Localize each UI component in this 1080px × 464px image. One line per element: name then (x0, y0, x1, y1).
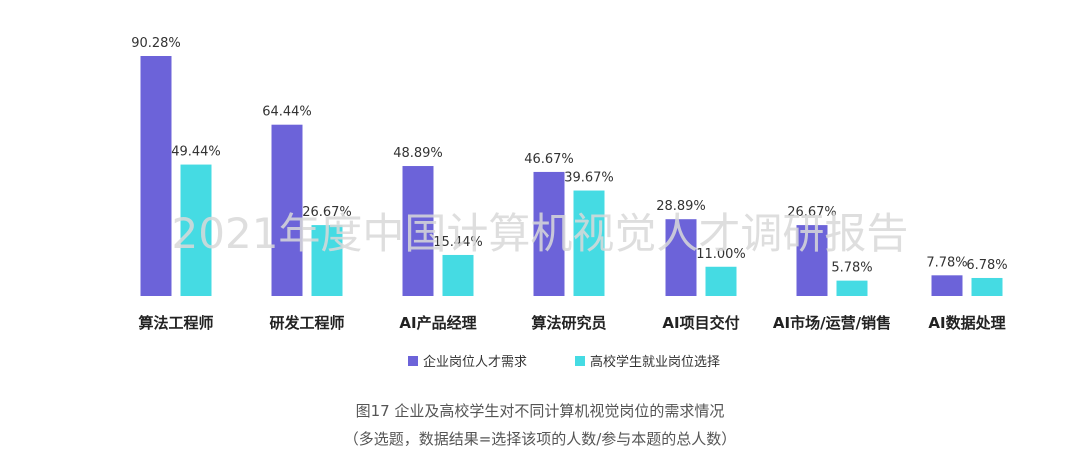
bar-enterprise (665, 219, 697, 296)
bar-students (836, 280, 868, 296)
data-label: 39.67% (564, 171, 614, 186)
category-label: 算法研究员 (531, 314, 606, 332)
data-label: 26.67% (787, 205, 837, 220)
category-label: AI项目交付 (662, 314, 739, 332)
bar-enterprise (271, 124, 303, 296)
bar-enterprise (140, 56, 172, 296)
chart-legend: 企业岗位人才需求 高校学生就业岗位选择 (408, 354, 720, 370)
chart-value-labels: 90.28% 49.44% 64.44% 26.67% 48.89% 15.44% 46.6… (131, 36, 1007, 276)
bar-enterprise (796, 225, 828, 296)
figure-caption-note: （多选题，数据结果=选择该项的人数/参与本题的总人数） (343, 430, 737, 448)
legend-swatch (408, 356, 418, 366)
data-label: 46.67% (524, 152, 574, 167)
data-label: 5.78% (831, 261, 872, 276)
category-label: AI数据处理 (928, 314, 1005, 332)
watermark: 2021年度中国计算机视觉人才调研报告 (172, 209, 909, 258)
category-label: AI产品经理 (399, 314, 476, 332)
chart-category-labels: 算法工程师 研发工程师 AI产品经理 算法研究员 AI项目交付 AI市场/运营/销售 AI数… (138, 314, 1005, 332)
chart-bars (140, 56, 1003, 296)
legend-label: 高校学生就业岗位选择 (590, 354, 720, 370)
bar-students (311, 225, 343, 296)
bar-students (705, 266, 737, 296)
legend-label: 企业岗位人才需求 (423, 354, 527, 370)
data-label: 26.67% (302, 205, 352, 220)
bar-students (180, 164, 212, 296)
data-label: 6.78% (966, 258, 1007, 273)
bar-enterprise (931, 275, 963, 296)
category-label: 算法工程师 (138, 314, 213, 332)
data-label: 7.78% (926, 255, 967, 270)
data-label: 49.44% (171, 145, 221, 160)
bar-chart: 90.28% 49.44% 64.44% 26.67% 48.89% 15.44% 46.6… (131, 36, 1007, 370)
data-label: 48.89% (393, 146, 443, 161)
category-label: 研发工程师 (269, 314, 344, 332)
data-label: 64.44% (262, 105, 312, 120)
bar-students (573, 190, 605, 296)
data-label: 15.44% (433, 235, 483, 250)
legend-swatch (575, 356, 585, 366)
bar-enterprise (533, 171, 565, 296)
data-label: 28.89% (656, 199, 706, 214)
data-label: 90.28% (131, 36, 181, 51)
data-label: 11.00% (696, 247, 746, 262)
category-label: AI市场/运营/销售 (773, 314, 891, 332)
figure-caption: 图17 企业及高校学生对不同计算机视觉岗位的需求情况 (355, 402, 725, 420)
bar-students (442, 254, 474, 296)
bar-enterprise (402, 166, 434, 296)
bar-students (971, 277, 1003, 296)
